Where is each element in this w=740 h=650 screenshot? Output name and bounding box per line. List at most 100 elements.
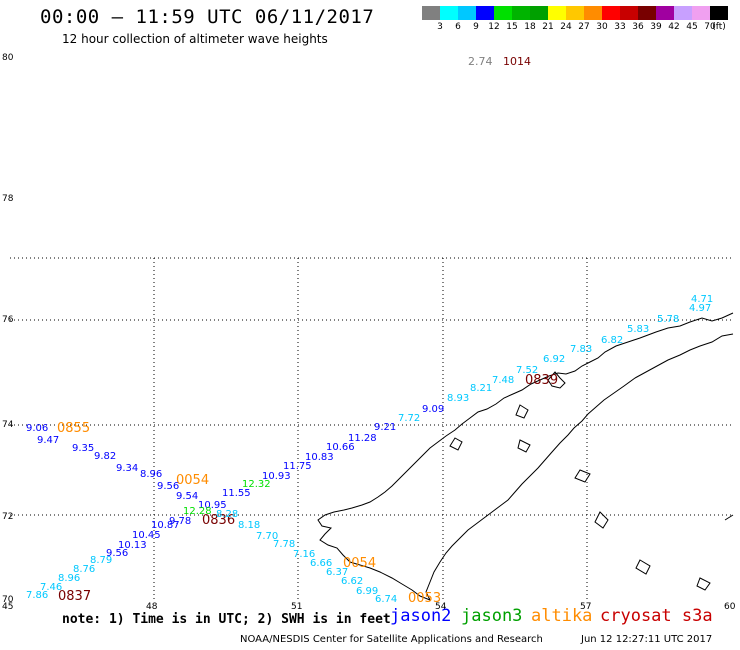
swh-value: 4.97 <box>689 303 711 314</box>
swh-value: 9.06 <box>26 423 48 434</box>
legend-label: 24 <box>560 22 572 32</box>
legend-jason3: jason3 <box>461 606 523 626</box>
legend-label: 27 <box>578 22 590 32</box>
pass-time-label: 0839 <box>525 373 558 388</box>
observation-labels: 2.74 1014 0855 0054 0836 0839 0054 0053 0837 4.71… <box>26 55 713 606</box>
swh-value: 10.13 <box>118 540 147 551</box>
swh-value: 7.83 <box>570 344 592 355</box>
swh-value: 11.75 <box>283 461 312 472</box>
legend-swatch <box>566 6 584 20</box>
legend-swatch <box>530 6 548 20</box>
longitude-label: 60 <box>724 602 736 610</box>
swh-value: 11.28 <box>348 433 377 444</box>
legend-cryosat-s3a: cryosat s3a <box>600 606 713 626</box>
swh-value: 9.56 <box>157 481 179 492</box>
legend-label: 33 <box>614 22 626 32</box>
swh-value: 8.76 <box>73 564 95 575</box>
swh-value: 9.82 <box>94 451 116 462</box>
legend-swatch <box>440 6 458 20</box>
swh-value: 10.95 <box>198 500 227 511</box>
legend-swatch <box>476 6 494 20</box>
legend-label: 21 <box>542 22 554 32</box>
legend-swatch <box>620 6 638 20</box>
legend-label: 39 <box>650 22 662 32</box>
legend-label: 12 <box>488 22 500 32</box>
legend-label: 30 <box>596 22 608 32</box>
legend-label: 45 <box>686 22 698 32</box>
longitude-label: 51 <box>291 602 302 610</box>
wave-height-scale-labels: 3 6 9 12 15 18 21 24 27 30 33 36 39 42 45 70 (ft) <box>422 22 728 34</box>
swh-value: 6.99 <box>356 586 378 597</box>
pass-time-label: 0054 <box>176 473 209 488</box>
legend-swatch <box>458 6 476 20</box>
swh-value: 9.34 <box>116 463 138 474</box>
swh-value: 10.93 <box>262 471 291 482</box>
legend-label: 18 <box>524 22 536 32</box>
legend-swatch <box>710 6 728 20</box>
legend-label: 15 <box>506 22 518 32</box>
pass-time-label: 1014 <box>503 55 531 68</box>
latitude-label: 76 <box>2 315 14 325</box>
swh-value: 7.46 <box>40 582 62 593</box>
swh-value: 10.45 <box>132 530 161 541</box>
swh-value: 10.66 <box>326 442 355 453</box>
longitude-label: 45 <box>2 602 13 610</box>
longitude-labels: 45 48 51 54 57 60 <box>2 602 736 610</box>
swh-value: 10.83 <box>305 452 334 463</box>
pass-time-label: 0053 <box>408 591 441 606</box>
legend-swatch <box>638 6 656 20</box>
swh-value: 4.71 <box>691 294 713 305</box>
legend-label: 42 <box>668 22 680 32</box>
swh-value: 9.35 <box>72 443 94 454</box>
legend-swatch <box>674 6 692 20</box>
swh-value: 9.21 <box>374 422 396 433</box>
swh-value: 8.79 <box>90 555 112 566</box>
swh-value: 7.16 <box>293 549 315 560</box>
swh-value: 2.74 <box>468 55 493 68</box>
chart-title: 00:00 – 11:59 UTC 06/11/2017 <box>40 6 375 28</box>
legend-swatch <box>602 6 620 20</box>
swh-value: 9.47 <box>37 435 59 446</box>
longitude-label: 48 <box>146 602 158 610</box>
legend-swatch <box>494 6 512 20</box>
legend-swatch <box>512 6 530 20</box>
generation-timestamp: Jun 12 12:27:11 UTC 2017 <box>581 634 713 645</box>
swh-value: 9.56 <box>106 548 128 559</box>
swh-value: 12.28 <box>183 506 212 517</box>
legend-altika: altika <box>531 606 593 626</box>
swh-value: 7.48 <box>492 375 514 386</box>
swh-value: 7.86 <box>26 590 48 601</box>
swh-value: 8.18 <box>238 520 260 531</box>
longitude-label: 54 <box>435 602 447 610</box>
legend-swatch <box>692 6 710 20</box>
pass-time-label: 0836 <box>202 513 235 528</box>
chart-subtitle: 12 hour collection of altimeter wave hei… <box>62 32 328 46</box>
pass-time-label: 0054 <box>343 556 376 571</box>
graticule <box>10 257 733 600</box>
swh-value: 7.52 <box>516 365 538 376</box>
swh-value: 5.78 <box>657 314 679 325</box>
legend-swatch <box>422 6 440 20</box>
swh-value: 6.82 <box>601 335 623 346</box>
swh-value: 7.78 <box>273 539 295 550</box>
swh-value: 6.66 <box>310 558 332 569</box>
credit-line: NOAA/NESDIS Center for Satellite Applica… <box>240 634 543 645</box>
latitude-label: 78 <box>2 194 14 204</box>
swh-value: 7.70 <box>256 531 278 542</box>
swh-value: 9.09 <box>422 404 444 415</box>
latitude-label: 72 <box>2 512 13 522</box>
legend-label: (ft) <box>712 22 726 32</box>
swh-value: 6.92 <box>543 354 565 365</box>
latitude-label: 74 <box>2 420 14 430</box>
legend-label: 6 <box>455 22 461 32</box>
legend-label: 3 <box>437 22 443 32</box>
swh-value: 8.21 <box>470 383 492 394</box>
pass-time-label: 0855 <box>57 421 90 436</box>
coastline-novaya-zemlya <box>317 312 734 601</box>
latitude-labels: 80 78 76 74 72 70 <box>2 53 14 605</box>
legend-swatch <box>548 6 566 20</box>
swh-value: 11.55 <box>222 488 251 499</box>
legend-jason2: jason2 <box>390 606 452 626</box>
swh-value: 8.28 <box>216 509 238 520</box>
swh-value: 7.72 <box>398 413 420 424</box>
